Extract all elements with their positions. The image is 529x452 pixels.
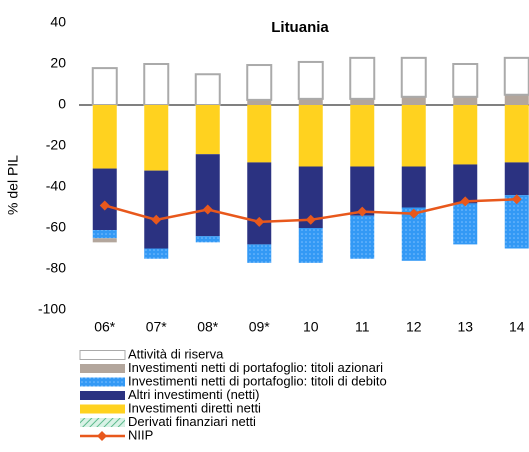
x-tick-label: 14 [509, 319, 525, 335]
y-tick-label: -100 [38, 301, 66, 317]
legend-label: Investimenti netti di portafoglio: titol… [128, 360, 383, 375]
bar-segment [350, 105, 375, 167]
legend-label: NIIP [128, 427, 153, 442]
bar-segment [401, 96, 426, 105]
bar-segment [453, 96, 478, 105]
bar-segment [247, 244, 272, 263]
bar-segment [349, 56, 376, 100]
bar-segment [92, 105, 117, 169]
bar-segment [247, 99, 272, 105]
x-tick-label: 06* [94, 319, 116, 335]
x-tick-label: 11 [355, 319, 370, 335]
bar-segment [298, 98, 323, 105]
bar-segment [453, 105, 478, 165]
legend-swatch [79, 350, 126, 360]
legend-swatch [80, 377, 125, 387]
legend-label: Investimenti diretti netti [128, 400, 261, 415]
bar-segment [504, 162, 529, 196]
bar-segment [504, 94, 529, 105]
bar-segment [350, 215, 375, 259]
x-tick-label: 12 [406, 319, 422, 335]
bar-segment [350, 98, 375, 105]
y-tick-label: -60 [46, 219, 66, 235]
bar-segment [401, 105, 426, 167]
chart-title: Lituania [271, 19, 329, 36]
legend-swatch [97, 431, 107, 441]
bar-segment [452, 63, 479, 98]
bar-segment [195, 105, 220, 155]
bar-segment [195, 154, 220, 237]
legend-label: Attività di riserva [128, 346, 224, 361]
y-tick-label: 20 [50, 55, 66, 71]
bar-segment [92, 168, 117, 231]
y-tick-label: -40 [46, 178, 66, 194]
niip-marker [305, 214, 316, 225]
bar-segment [247, 105, 272, 163]
bar-segment [453, 203, 478, 245]
y-tick-label: -80 [46, 260, 66, 276]
bar-segment [92, 230, 117, 239]
niip-marker [408, 208, 419, 219]
bar-segment [297, 60, 324, 100]
legend-swatch [80, 364, 125, 373]
bar-segment [401, 166, 426, 208]
niip-marker [99, 200, 110, 211]
niip-marker [254, 216, 265, 227]
niip-marker [357, 206, 368, 217]
x-tick-label: 10 [303, 319, 319, 335]
bar-segment [195, 236, 220, 243]
legend-swatch [80, 404, 125, 414]
y-tick-label: -20 [46, 137, 66, 153]
y-tick-label: 0 [58, 96, 66, 112]
bar-segment [144, 170, 169, 249]
legend-label: Altri investimenti (netti) [128, 387, 259, 402]
x-tick-label: 07* [146, 319, 168, 335]
x-tick-label: 08* [197, 319, 219, 335]
bar-segment [247, 162, 272, 245]
bar-segment [298, 105, 323, 167]
bar-segment [504, 105, 529, 163]
y-axis-label: % del PIL [5, 155, 21, 215]
bar-segment [144, 105, 169, 171]
bar-segment [246, 64, 273, 101]
x-tick-label: 09* [249, 319, 271, 335]
niip-marker [511, 194, 522, 205]
legend-label: Investimenti netti di portafoglio: titol… [128, 373, 387, 388]
y-tick-label: 40 [50, 14, 66, 30]
bar-segment [194, 73, 221, 106]
bar-segment [143, 63, 170, 106]
bar-segment [144, 248, 169, 259]
bar-segment [92, 238, 117, 243]
bar-segment [91, 67, 118, 106]
legend-swatch [80, 391, 125, 400]
bar-segment [503, 56, 529, 96]
bar-segment [298, 228, 323, 263]
legend-swatch [80, 418, 125, 427]
niip-marker [151, 214, 162, 225]
niip-marker [460, 196, 471, 207]
x-tick-label: 13 [457, 319, 473, 335]
bar-segment [400, 56, 427, 98]
niip-marker [202, 204, 213, 215]
legend-label: Derivati finanziari netti [128, 414, 256, 429]
